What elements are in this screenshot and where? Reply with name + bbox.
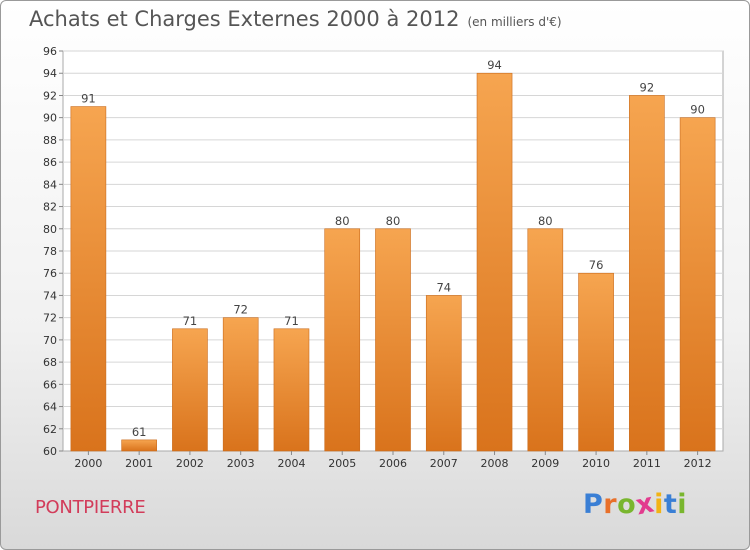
bar — [172, 328, 208, 452]
bar — [679, 117, 716, 452]
logo-letter: i — [677, 489, 688, 520]
bar-value-label: 71 — [183, 314, 198, 328]
bar-value-label: 72 — [233, 303, 248, 317]
x-tick-label: 2007 — [430, 457, 458, 470]
logo-letter: t — [663, 489, 678, 520]
y-tick-label: 64 — [43, 401, 57, 414]
y-tick-label: 66 — [43, 378, 57, 391]
bar-value-label: 91 — [81, 92, 96, 106]
x-tick-label: 2005 — [328, 457, 356, 470]
y-tick-label: 96 — [43, 45, 57, 58]
bar-value-label: 76 — [589, 258, 604, 272]
y-tick-label: 94 — [43, 67, 57, 80]
y-tick-label: 84 — [43, 178, 57, 191]
bar-value-label: 74 — [436, 280, 451, 294]
x-tick-label: 2010 — [582, 457, 610, 470]
bar — [121, 439, 157, 452]
bar — [629, 95, 665, 452]
x-tick-label: 2012 — [684, 457, 712, 470]
x-tick-label: 2001 — [125, 457, 153, 470]
bar-value-label: 80 — [538, 214, 553, 228]
bar — [375, 228, 411, 452]
bar — [578, 272, 614, 452]
logo-letter: P — [583, 489, 604, 520]
x-tick-label: 2003 — [227, 457, 255, 470]
bar-value-label: 92 — [640, 80, 655, 94]
bar-value-label: 71 — [284, 314, 299, 328]
y-tick-label: 82 — [43, 201, 57, 214]
commune-name: PONTPIERRE — [35, 497, 146, 518]
y-tick-label: 90 — [43, 112, 57, 125]
y-tick-label: 62 — [43, 423, 57, 436]
chart-title-text: Achats et Charges Externes 2000 à 2012 — [29, 7, 460, 31]
y-tick-label: 68 — [43, 356, 57, 369]
x-tick-label: 2000 — [74, 457, 102, 470]
bar — [222, 317, 259, 452]
bar — [273, 328, 310, 452]
bar-value-label: 90 — [690, 103, 705, 117]
x-tick-label: 2009 — [531, 457, 559, 470]
y-tick-label: 80 — [43, 223, 57, 236]
y-tick-label: 72 — [43, 312, 57, 325]
chart-subtitle: (en milliers d'€) — [467, 15, 562, 29]
y-tick-label: 86 — [43, 156, 57, 169]
x-tick-label: 2006 — [379, 457, 407, 470]
x-tick-label: 2011 — [633, 457, 661, 470]
bar-value-label: 80 — [386, 214, 401, 228]
bar — [425, 295, 462, 452]
bar-value-label: 94 — [487, 58, 502, 72]
proxiti-logo: Proxiti — [583, 487, 688, 521]
y-tick-label: 78 — [43, 245, 57, 258]
y-tick-label: 70 — [43, 334, 57, 347]
logo-letter: r — [603, 489, 618, 520]
bar — [324, 228, 361, 452]
bar — [527, 228, 564, 452]
y-tick-label: 92 — [43, 89, 57, 102]
bar-value-label: 80 — [335, 214, 350, 228]
logo-letter: o — [617, 489, 637, 520]
y-tick-label: 74 — [43, 289, 57, 302]
y-tick-label: 88 — [43, 134, 57, 147]
chart-title: Achats et Charges Externes 2000 à 2012 (e… — [29, 7, 562, 31]
logo-letter: i — [654, 489, 664, 520]
x-tick-label: 2002 — [176, 457, 204, 470]
bar — [70, 106, 107, 452]
y-tick-label: 76 — [43, 267, 57, 280]
x-tick-label: 2008 — [481, 457, 509, 470]
y-tick-label: 60 — [43, 445, 57, 458]
bar-value-label: 61 — [132, 425, 147, 439]
bar — [476, 72, 513, 452]
x-tick-label: 2004 — [277, 457, 305, 470]
